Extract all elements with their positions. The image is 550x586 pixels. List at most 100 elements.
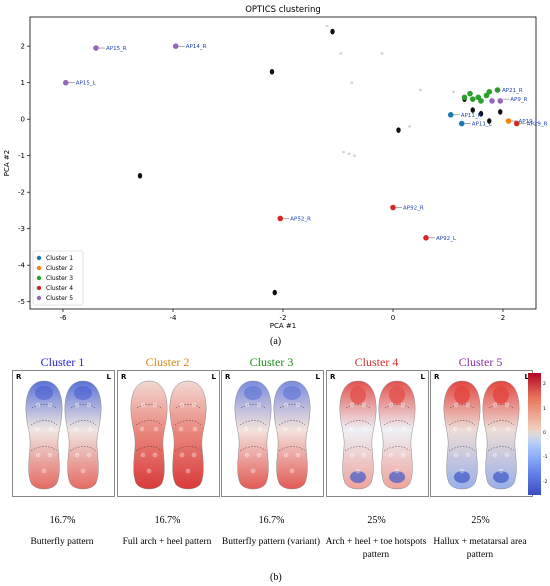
cluster-5-title: Cluster 5 — [458, 355, 503, 369]
x-tick-label: -2 — [280, 314, 287, 322]
left-foot-label: L — [315, 373, 320, 381]
sensor-dot — [459, 468, 465, 474]
left-foot — [64, 380, 102, 490]
sensor-dot — [295, 452, 301, 458]
noise-point — [341, 150, 346, 154]
noise-point — [407, 125, 412, 128]
y-tick-label: -1 — [18, 152, 25, 160]
y-tick-label: 2 — [21, 43, 25, 51]
foot-outline — [339, 380, 377, 490]
sensor-dot — [401, 426, 407, 432]
legend-marker — [36, 255, 42, 261]
y-tick-label: -4 — [18, 262, 26, 270]
foot-outline — [378, 380, 416, 490]
sensor-dot — [361, 452, 367, 458]
point-annotation: AP92_R — [403, 206, 424, 212]
contour-line — [449, 404, 475, 409]
sensor-dot — [35, 452, 41, 458]
right-foot-label: R — [330, 373, 336, 381]
foot-heatmap-svg — [130, 380, 207, 490]
colorbar-tick-label: 1 — [543, 406, 546, 412]
sensor-dot — [282, 426, 288, 432]
foot-heatmap-svg — [234, 380, 311, 490]
sensor-dot — [179, 402, 185, 408]
sensor-dot — [296, 426, 302, 432]
noise-point — [272, 289, 277, 296]
right-foot — [25, 380, 63, 490]
point-annotation: AP21_R — [502, 88, 523, 94]
sensor-dot — [465, 402, 471, 408]
cluster-4-description: Arch + heel + toe hotspots pattern — [325, 537, 427, 560]
noise-point — [380, 52, 384, 55]
cluster-5-percent: 25% — [471, 515, 490, 526]
contour-line — [279, 404, 305, 409]
colorbar-tick-label: -1 — [543, 455, 548, 461]
legend: Cluster 1 Cluster 2 Cluster 3 Cluster 4 Clus… — [32, 250, 84, 306]
cluster-2-point — [505, 118, 512, 124]
contour-line — [175, 404, 201, 409]
sensor-dot — [387, 426, 393, 432]
sensor-dot — [388, 402, 394, 408]
foot-outline — [273, 380, 311, 490]
sensor-dot — [453, 452, 459, 458]
sensor-dot — [146, 468, 152, 474]
point-annotation: AP19_R — [527, 122, 548, 128]
sensor-dot — [250, 468, 256, 474]
plot-frame — [29, 16, 537, 310]
sensor-dot — [74, 452, 80, 458]
legend-label: Cluster 4 — [46, 285, 73, 292]
sensor-dot — [74, 402, 80, 408]
legend-marker — [36, 295, 42, 301]
sensor-dot — [349, 452, 355, 458]
point-annotation: AP15_R — [106, 46, 127, 52]
sensor-dot — [348, 426, 354, 432]
foot-heatmap-svg — [443, 380, 520, 490]
hotspot — [454, 386, 470, 404]
sensor-dot — [362, 426, 368, 432]
left-foot — [378, 380, 416, 490]
y-tick-label: -2 — [18, 189, 25, 197]
hotspot — [350, 386, 366, 404]
point-annotation: AP19_L — [519, 119, 540, 125]
right-foot-label: R — [225, 373, 231, 381]
sensor-dot — [80, 468, 86, 474]
left-foot-label: L — [420, 373, 425, 381]
cluster-2-percent: 16.7% — [154, 515, 181, 526]
sensor-dot — [491, 426, 497, 432]
sensor-dot — [256, 452, 262, 458]
legend-label: Cluster 3 — [46, 275, 73, 282]
cluster-3-point — [478, 98, 484, 104]
noise-point — [350, 81, 354, 84]
sensor-dot — [191, 402, 197, 408]
sensor-dot — [394, 468, 400, 474]
foot-outline — [130, 380, 168, 490]
sensor-dot — [192, 426, 198, 432]
contour-line — [345, 404, 371, 409]
cluster-2-description: Full arch + heel pattern — [122, 537, 212, 547]
cluster-5-description: Hallux + metatarsal area pattern — [433, 537, 527, 560]
cluster-4-point — [390, 204, 396, 211]
sensor-dot — [47, 402, 53, 408]
foot-heatmap-svg — [339, 380, 416, 490]
sensor-dot — [185, 468, 191, 474]
left-foot — [169, 380, 207, 490]
noise-point — [269, 68, 275, 75]
noise-point — [137, 172, 143, 179]
right-foot — [339, 380, 377, 490]
noise-point — [347, 152, 351, 156]
sensor-dot — [152, 402, 158, 408]
colorbar — [528, 373, 541, 495]
x-axis-label: PCA #1 — [270, 322, 296, 330]
noise-point — [396, 127, 401, 133]
sensor-dot — [505, 426, 511, 432]
sensor-dot — [295, 402, 301, 408]
point-annotation: AP14_R — [186, 44, 207, 50]
sensor-dot — [466, 426, 472, 432]
legend-marker — [36, 285, 42, 291]
colorbar-tick-label: -2 — [543, 479, 548, 485]
sensor-dot — [400, 452, 406, 458]
foot-outline — [482, 380, 520, 490]
point-annotation: AP11_R — [461, 113, 482, 119]
sensor-dot — [256, 402, 262, 408]
